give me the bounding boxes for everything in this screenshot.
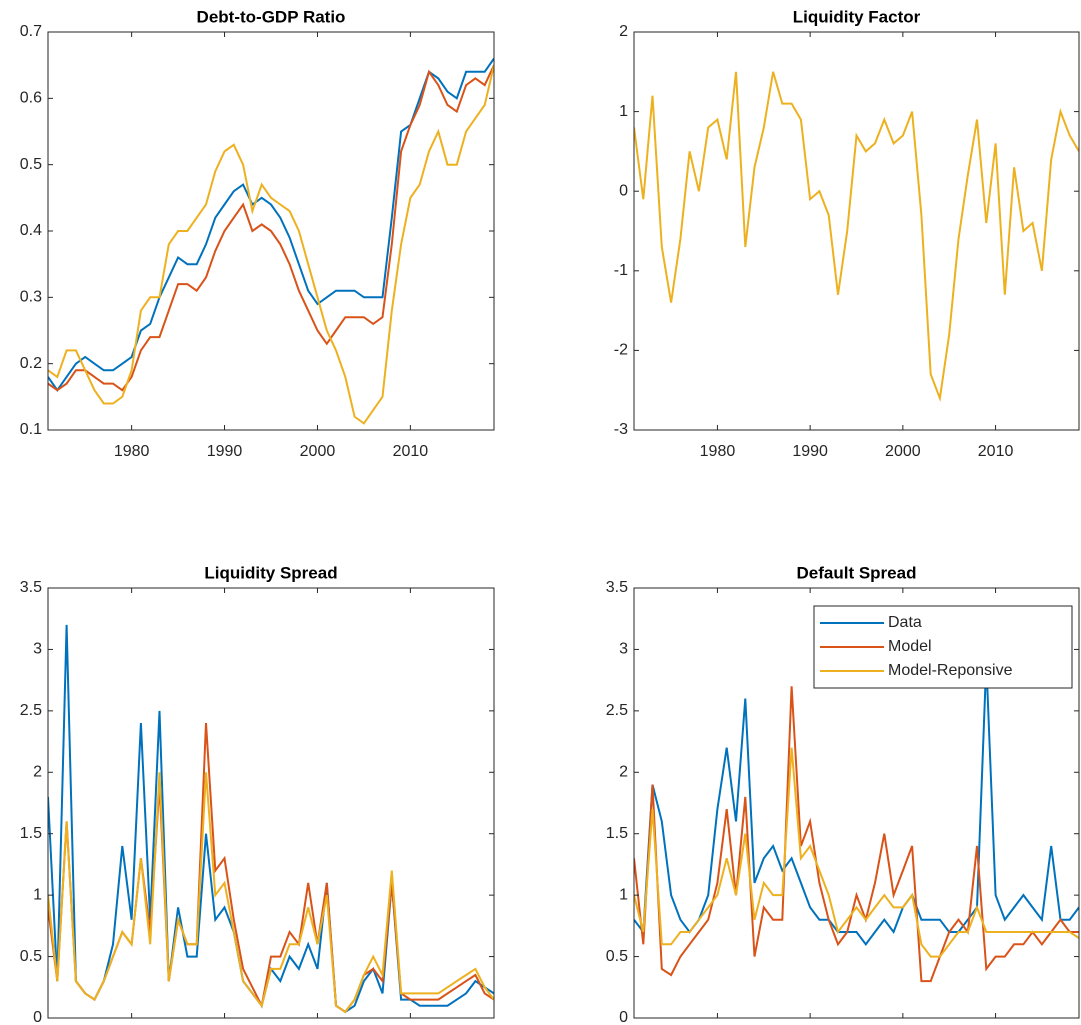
chart-title: Default Spread — [797, 563, 917, 582]
data-line — [48, 64, 494, 425]
y-tick-label: -2 — [614, 342, 628, 359]
x-tick-label: 1990 — [792, 443, 828, 460]
y-tick-label: 0 — [619, 1009, 628, 1025]
legend-label: Model — [888, 638, 932, 655]
y-tick-label: 2.5 — [606, 702, 628, 719]
plot-area — [634, 32, 1079, 430]
legend-label: Model-Reponsive — [888, 662, 1013, 679]
y-tick-label: 1 — [619, 886, 628, 903]
y-tick-label: 3 — [33, 641, 42, 658]
x-tick-label: 2000 — [300, 443, 336, 460]
subplot: 00.511.522.533.51980199020002010Liquidit… — [20, 563, 495, 1025]
subplot: -3 -2 -1 0 1 2 1980 1990 2000 2010 Liquidity Facto… — [614, 7, 1080, 460]
y-tick-label: -1 — [614, 262, 628, 279]
y-tick-label: 1 — [33, 886, 42, 903]
data-line — [634, 686, 1079, 983]
y-tick-label: 0.6 — [20, 90, 42, 107]
data-line — [634, 747, 1079, 958]
axes-box — [633, 31, 1080, 431]
lines — [634, 71, 1079, 403]
x-tick-label: 1990 — [207, 443, 243, 460]
x-tick-label: 2000 — [885, 443, 921, 460]
data-line — [634, 661, 1079, 946]
y-tick-label: 2 — [619, 764, 628, 781]
y-tick-label: 3.5 — [20, 579, 42, 596]
data-line — [48, 57, 494, 392]
chart-title: Liquidity Factor — [793, 7, 921, 26]
y-tick-label: 0.4 — [20, 222, 42, 239]
plot-area — [48, 588, 494, 1018]
y-tick-label: 2.5 — [20, 702, 42, 719]
y-tick-label: 0.1 — [20, 421, 42, 438]
y-tick-label: 0.2 — [20, 355, 42, 372]
data-line — [634, 71, 1079, 403]
x-tick-label: 2010 — [978, 443, 1014, 460]
y-tick-label: 1 — [619, 103, 628, 120]
chart-title: Debt-to-GDP Ratio — [197, 7, 346, 26]
axes-box — [47, 587, 495, 1019]
data-line — [48, 772, 494, 1014]
legend: Data Model Model-Reponsive — [813, 605, 1073, 689]
y-tick-label: 0.5 — [20, 156, 42, 173]
x-tick-label: 2010 — [393, 443, 429, 460]
lines — [48, 57, 494, 425]
subplot: 0.1 0.2 0.3 0.4 0.5 0.6 0.7 1980 1990 2000 2010 Deb… — [20, 7, 495, 460]
legend-label: Data — [888, 614, 922, 631]
y-tick-label: 0.5 — [20, 948, 42, 965]
y-tick-label: 0.7 — [20, 23, 42, 40]
lines — [48, 624, 494, 1014]
x-tick-label: 1980 — [114, 443, 150, 460]
y-tick-label: 0.3 — [20, 289, 42, 306]
y-tick-label: -3 — [614, 421, 628, 438]
y-tick-label: 2 — [619, 23, 628, 40]
y-tick-label: 1.5 — [20, 825, 42, 842]
data-line — [48, 64, 494, 392]
x-tick-label: 1980 — [700, 443, 736, 460]
axes-box — [633, 587, 1080, 1019]
lines — [634, 661, 1079, 983]
y-tick-label: 0.5 — [606, 948, 628, 965]
chart-title: Liquidity Spread — [204, 563, 337, 582]
subplot: 00.511.522.533.51980199020002010Default … — [606, 563, 1080, 1025]
y-tick-label: 0 — [619, 182, 628, 199]
y-tick-label: 0 — [33, 1009, 42, 1025]
y-tick-label: 2 — [33, 764, 42, 781]
y-tick-label: 3.5 — [606, 579, 628, 596]
y-tick-label: 3 — [619, 641, 628, 658]
y-tick-label: 1.5 — [606, 825, 628, 842]
